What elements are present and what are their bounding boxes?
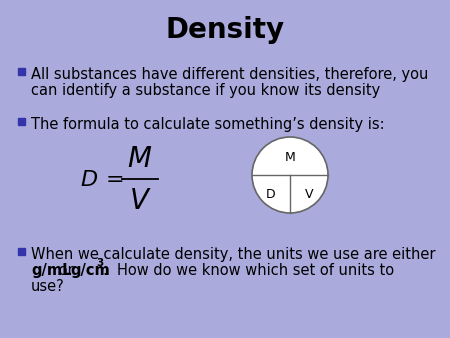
Text: $M$: $M$ bbox=[127, 145, 153, 173]
Circle shape bbox=[252, 137, 328, 213]
Text: or: or bbox=[54, 263, 78, 278]
FancyBboxPatch shape bbox=[18, 248, 25, 255]
Text: All substances have different densities, therefore, you: All substances have different densities,… bbox=[31, 67, 428, 82]
Text: The formula to calculate something’s density is:: The formula to calculate something’s den… bbox=[31, 117, 385, 132]
Text: Density: Density bbox=[166, 16, 284, 44]
Text: 3: 3 bbox=[96, 258, 103, 268]
Text: $D\,=$: $D\,=$ bbox=[80, 170, 123, 190]
FancyBboxPatch shape bbox=[18, 68, 25, 75]
Text: V: V bbox=[305, 188, 313, 200]
Text: D: D bbox=[266, 188, 276, 200]
Text: g/mL: g/mL bbox=[31, 263, 72, 278]
Text: can identify a substance if you know its density: can identify a substance if you know its… bbox=[31, 83, 380, 98]
Text: M: M bbox=[284, 151, 295, 164]
Text: use?: use? bbox=[31, 279, 65, 294]
Text: When we calculate density, the units we use are either: When we calculate density, the units we … bbox=[31, 247, 436, 262]
Text: .  How do we know which set of units to: . How do we know which set of units to bbox=[103, 263, 394, 278]
Text: $V$: $V$ bbox=[129, 187, 151, 215]
Text: g/cm: g/cm bbox=[70, 263, 110, 278]
FancyBboxPatch shape bbox=[18, 118, 25, 125]
